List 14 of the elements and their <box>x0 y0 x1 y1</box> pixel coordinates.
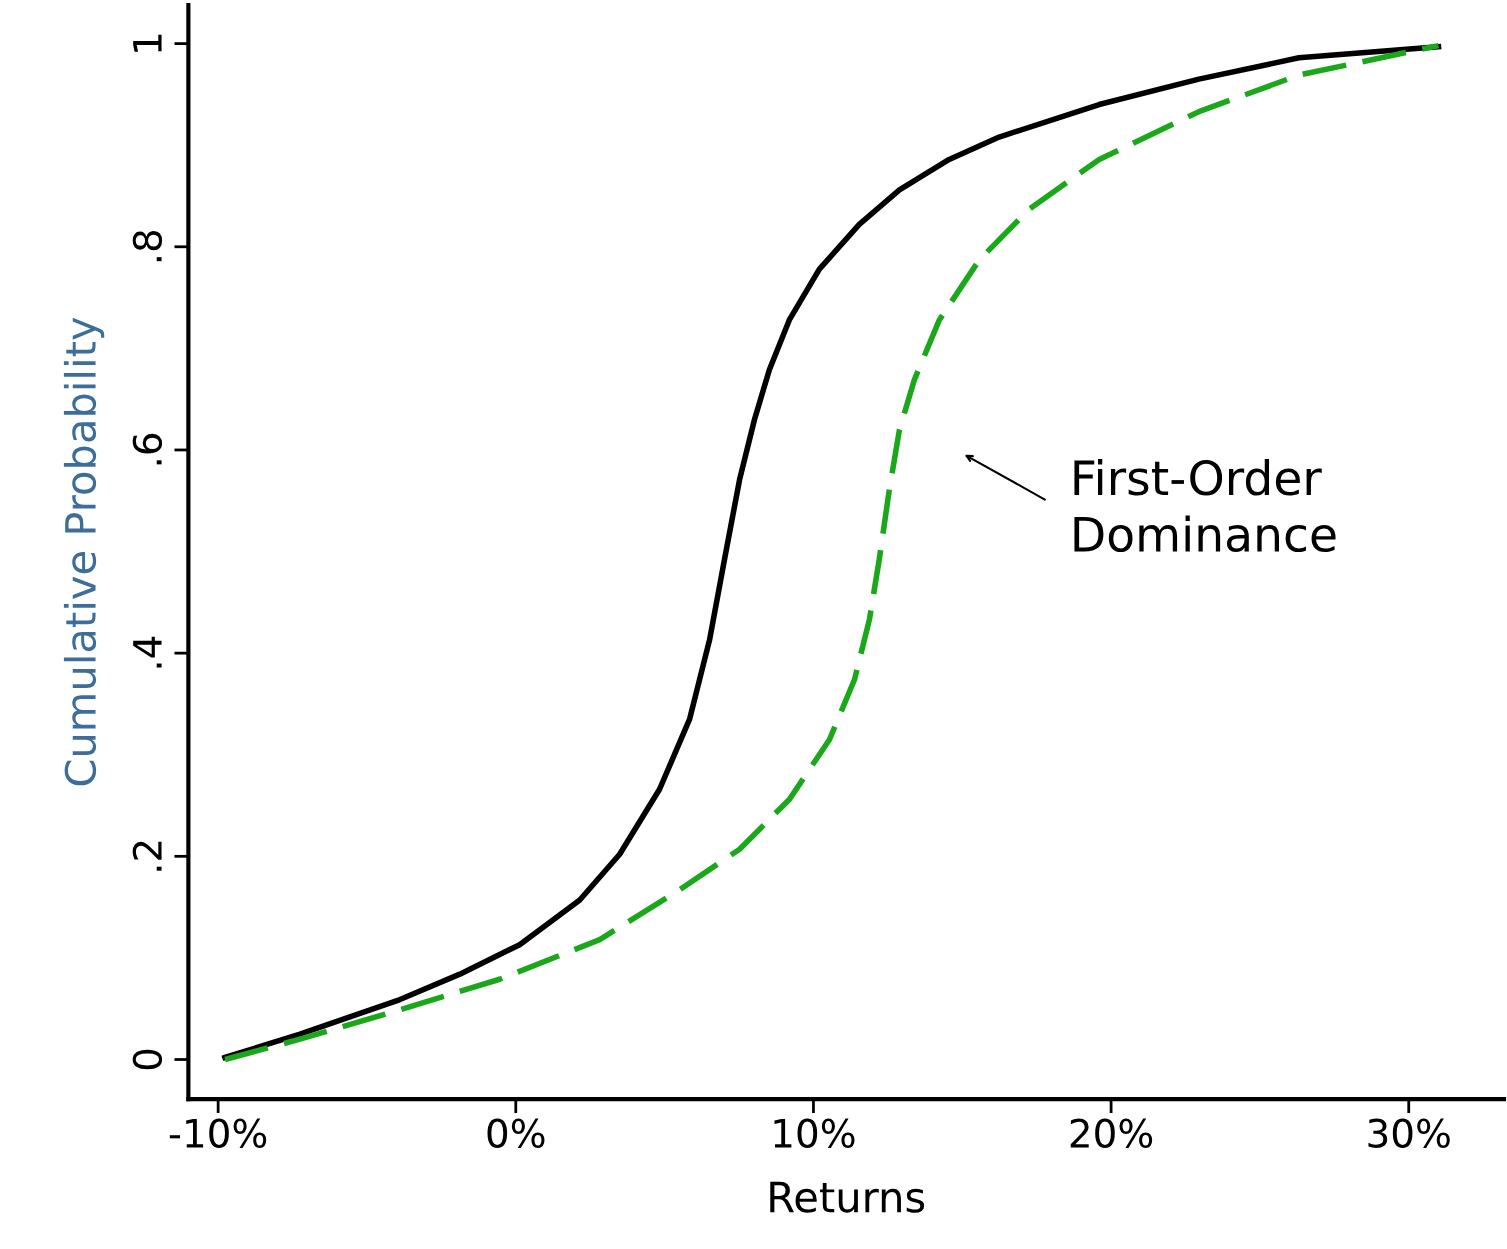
x-tick-label: 10% <box>774 1118 855 1148</box>
x-tick-label: 20% <box>1070 1118 1153 1148</box>
y-tick-label: 0 <box>132 1049 163 1070</box>
annotation: First-Order Dominance <box>1074 459 1336 553</box>
x-tick-label: 30% <box>1368 1118 1450 1148</box>
y-axis-title: Cumulative Probability <box>63 317 105 786</box>
y-tick-label: .8 <box>132 230 163 262</box>
y-tick-label: .4 <box>133 636 162 668</box>
x-tick-label: -10% <box>169 1118 267 1148</box>
y-tick-label: .6 <box>132 433 163 465</box>
x-tick-label: 0% <box>487 1118 545 1148</box>
y-tick-label: .2 <box>132 841 162 871</box>
y-tick-label: 1 <box>133 34 162 52</box>
x-axis-title: Returns <box>770 1181 925 1213</box>
